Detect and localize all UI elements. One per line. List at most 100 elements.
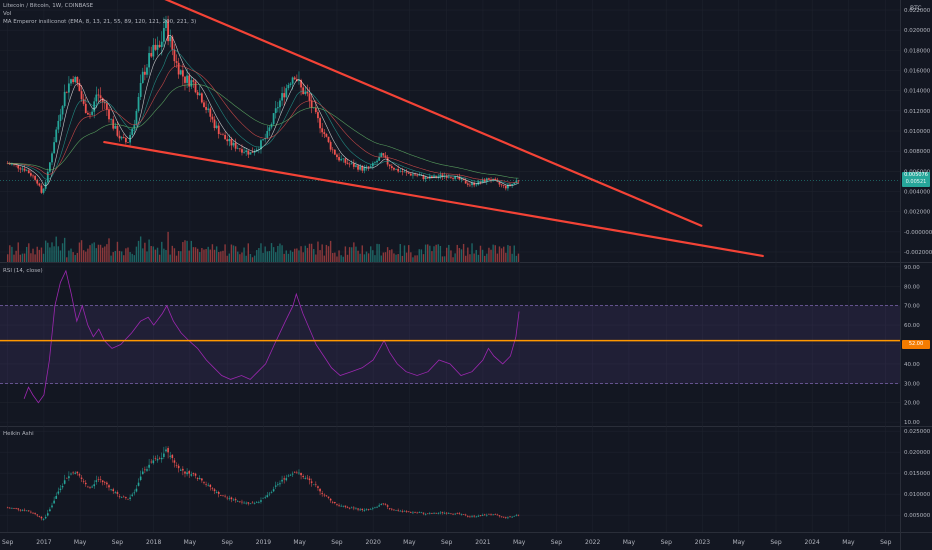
price-candle (209, 108, 212, 117)
volume-bar (378, 244, 380, 262)
ha-candle (507, 517, 509, 519)
ha-candle (431, 513, 433, 514)
ha-candle (372, 508, 374, 510)
rsi-band (0, 305, 900, 384)
volume-bar (173, 248, 176, 262)
volume-bar (32, 248, 34, 262)
ha-candle (68, 476, 70, 479)
volume-bar (302, 252, 304, 262)
rsi-pane-title: RSI (14, close) (3, 268, 43, 274)
price-candle (82, 99, 85, 104)
price-candle (127, 142, 129, 143)
volume-bar (338, 250, 340, 262)
price-candle (249, 152, 252, 155)
time-tick-label: 2023 (695, 539, 710, 546)
ma-indicator-label: MA Emperor insiliconot (EMA, 8, 13, 21, … (3, 19, 197, 25)
volume-bar (226, 255, 228, 262)
price-candle (357, 165, 359, 170)
ha-candle (46, 513, 49, 516)
ha-candle (397, 510, 399, 511)
volume-bar (211, 244, 214, 262)
ha-candle (80, 477, 83, 479)
volume-bar (104, 246, 106, 262)
ha-candle (179, 469, 182, 471)
ha-candle (505, 517, 507, 518)
price-candle (376, 160, 378, 163)
rsi-tick-label: 60.00 (904, 323, 920, 329)
price-candle (55, 129, 58, 143)
ha-candle (353, 507, 355, 509)
ha-candle (160, 457, 163, 460)
price-candle (188, 75, 191, 87)
price-candle (304, 91, 307, 95)
price-candle (13, 164, 15, 165)
price-candle (139, 83, 142, 97)
volume-bar (336, 256, 338, 262)
volume-bar (116, 241, 119, 262)
volume-bar (393, 253, 395, 262)
volume-bar (228, 253, 231, 262)
volume-bar (492, 244, 494, 262)
price-candle (27, 170, 30, 174)
price-candle (152, 44, 155, 57)
volume-bar (15, 250, 17, 262)
price-candle (243, 151, 245, 153)
volume-bar (374, 255, 376, 262)
volume-bar (260, 243, 262, 262)
volume-bar (408, 245, 410, 262)
price-candle (194, 81, 197, 93)
volume-bar (123, 255, 125, 262)
ha-candle (247, 502, 250, 504)
ha-candle (511, 516, 513, 518)
ha-candle (192, 473, 195, 474)
ha-candle (401, 510, 404, 512)
price-candle (203, 102, 205, 107)
price-candle (70, 79, 72, 84)
time-tick-label: May (732, 539, 745, 546)
price-tick-label: 0.010000 (904, 129, 931, 135)
volume-bar (241, 252, 243, 262)
trendline (103, 140, 764, 258)
volume-bar (469, 254, 471, 262)
ha-candle (141, 471, 144, 475)
ha-candle (169, 455, 172, 457)
ha-candle (456, 512, 459, 514)
price-candle (228, 138, 231, 142)
ha-candle (344, 505, 347, 507)
volume-bar (93, 242, 95, 262)
price-candle (141, 71, 144, 84)
ha-candle (93, 484, 96, 487)
ha-candle (95, 480, 98, 482)
ha-candle (407, 511, 410, 513)
price-candle (184, 76, 186, 83)
price-candle (181, 70, 184, 77)
volume-bar (462, 243, 465, 262)
ha-candle (424, 514, 427, 515)
price-tick-label: 0.020000 (904, 28, 931, 34)
price-candle (65, 91, 68, 93)
volume-bar (163, 248, 165, 262)
time-tick-label: 2022 (585, 539, 600, 546)
price-candle (466, 183, 469, 185)
price-candle (63, 91, 66, 107)
price-candle (17, 165, 20, 169)
volume-bar (47, 242, 49, 262)
volume-bar (344, 246, 347, 262)
volume-bar (287, 253, 290, 262)
time-tick-label: May (184, 539, 197, 546)
volume-bar (291, 251, 294, 262)
volume-bar (502, 246, 505, 262)
price-candle (441, 174, 444, 177)
ha-candle (405, 511, 408, 512)
ha-candle (78, 474, 81, 476)
ha-candle (304, 477, 307, 479)
ha-candle (99, 479, 102, 480)
volume-bar (490, 249, 492, 262)
ha-candle (378, 505, 380, 507)
price-candle (230, 138, 233, 146)
volume-bar (367, 253, 370, 262)
price-candle (401, 171, 404, 173)
price-candle (458, 176, 461, 180)
volume-bar (78, 242, 81, 262)
